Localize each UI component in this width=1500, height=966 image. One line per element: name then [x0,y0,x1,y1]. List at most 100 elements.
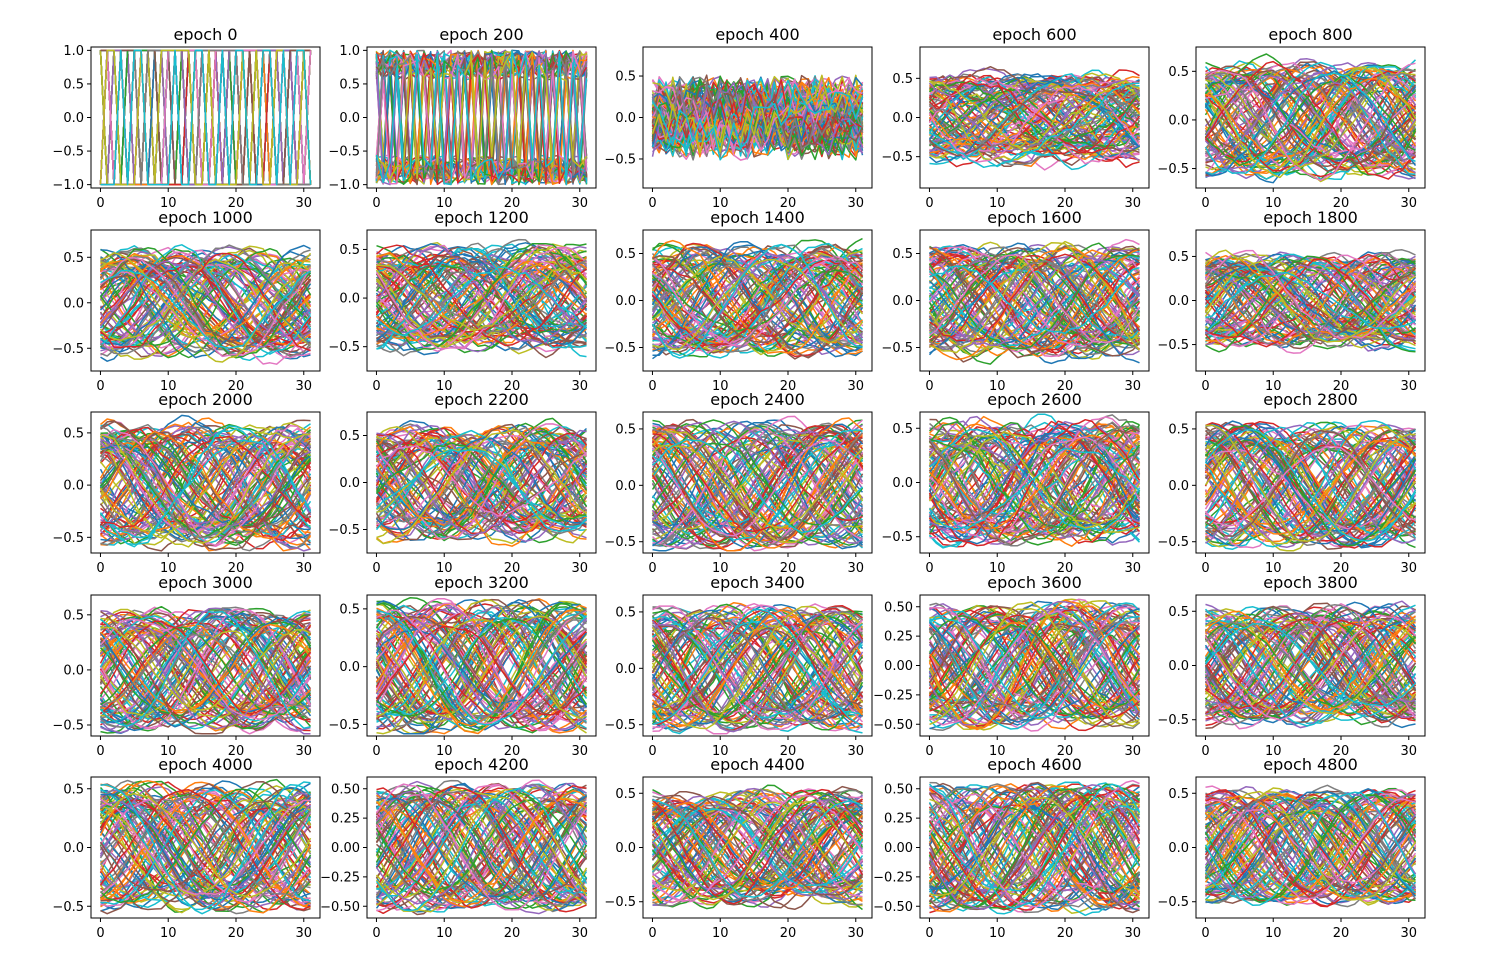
x-tick-label: 10 [160,196,177,211]
axes-frame [642,411,873,554]
series-line [1205,271,1416,329]
subplot-epoch-3600: 0 10 20 30 0.50 0.25 0.00 −0.25 −0.50 epoch 3600 [873,573,1150,759]
x-tick-label: 0 [648,744,656,759]
series-line [929,254,1140,349]
series-line [652,623,864,713]
series-line [651,445,864,527]
series-line [99,425,311,552]
series-line [375,790,587,901]
series-line [929,615,1140,719]
series-line [375,790,588,906]
series-line [1204,793,1416,897]
subplot-epoch-2200: 0 10 20 30 0.5 0.0 −0.5 epoch 2200 [328,390,597,576]
series-line [375,787,588,912]
series-line [1204,614,1417,721]
subplot-epoch-3000: 0 10 20 30 0.5 0.0 −0.5 epoch 3000 [52,573,321,759]
series-line [651,431,864,539]
series-line [1204,616,1417,713]
x-tick-label: 30 [571,196,588,211]
series-line [375,246,587,349]
x-tick-label: 30 [847,561,864,576]
series-line [651,77,864,152]
series-line [375,242,588,351]
subplot-epoch-1400: 0 10 20 30 0.5 0.0 −0.5 epoch 1400 [604,208,873,394]
series-line [929,259,1140,351]
subplot-epoch-1000: 0 10 20 30 0.5 0.0 −0.5 epoch 1000 [52,208,321,394]
series-line [99,608,312,730]
subplot-epoch-3200: 0 10 20 30 0.5 0.0 −0.5 epoch 3200 [328,573,597,759]
series-line [928,612,1141,716]
series-line [928,254,1140,350]
x-tick-label: 30 [1124,379,1141,394]
series-group [651,784,864,911]
series-group [1204,249,1417,354]
series-line [99,798,312,902]
series-line [375,796,588,899]
series-line [99,612,312,728]
series-line [375,799,588,891]
series-line [651,795,863,904]
x-tick-label: 30 [1124,926,1141,941]
subplot-epoch-200: 0 10 20 30 1.0 0.5 0.0 −0.5 −1.0 epoch 200 [328,25,597,211]
subplot-title: epoch 1200 [434,208,529,227]
series-line [375,783,588,909]
x-tick-label: 0 [372,926,380,941]
x-tick-label: 20 [504,379,521,394]
subplot-epoch-1200: 0 10 20 30 0.5 0.0 −0.5 epoch 1200 [328,208,597,394]
x-tick-label: 10 [436,744,453,759]
y-tick-label: 0.5 [615,70,636,85]
series-line [1205,613,1416,719]
series-line [1204,791,1417,907]
series-line [100,617,312,724]
x-tick-label: 20 [504,561,521,576]
series-line [928,615,1140,716]
series-line [1204,66,1417,169]
series-line [929,265,1140,335]
series-line [99,430,312,540]
series-line [99,780,312,914]
series-line [652,444,864,529]
x-tick-label: 0 [372,379,380,394]
series-line [99,620,311,722]
x-tick-label: 10 [712,196,729,211]
series-line [929,253,1141,342]
series-line [1204,265,1417,338]
series-line [376,265,587,339]
series-line [1205,424,1416,544]
x-tick-label: 0 [925,561,933,576]
x-tick-label: 20 [780,196,797,211]
series-line [1205,435,1416,537]
x-tick-label: 0 [1201,196,1209,211]
series-line [1205,254,1417,348]
series-line [928,619,1141,711]
y-tick-label: 0.5 [615,605,636,620]
series-line [99,779,312,915]
y-tick-label: 0.5 [615,422,636,437]
x-tick-label: 10 [989,561,1006,576]
series-line [928,621,1140,717]
x-tick-label: 30 [847,379,864,394]
y-tick-label: −0.5 [881,341,913,356]
series-group [928,779,1141,917]
series-line [375,50,588,186]
y-tick-label: 0.50 [884,600,913,615]
y-tick-label: 0.0 [892,111,913,126]
subplot-title: epoch 3600 [987,573,1082,592]
series-line [928,436,1140,527]
series-line [1204,67,1417,179]
series-line [651,254,864,349]
series-line [376,253,588,345]
x-tick-label: 30 [847,744,864,759]
series-line [928,787,1141,908]
series-line [928,85,1141,163]
x-tick-label: 0 [96,561,104,576]
y-tick-label: −0.50 [873,718,913,733]
series-line [100,784,312,915]
y-tick-label: 0.0 [615,479,636,494]
y-tick-label: 0.0 [615,111,636,126]
y-tick-label: 0.50 [884,782,913,797]
series-line [100,798,311,896]
subplot-title: epoch 3400 [710,573,805,592]
series-line [651,243,863,359]
series-line [929,610,1141,726]
